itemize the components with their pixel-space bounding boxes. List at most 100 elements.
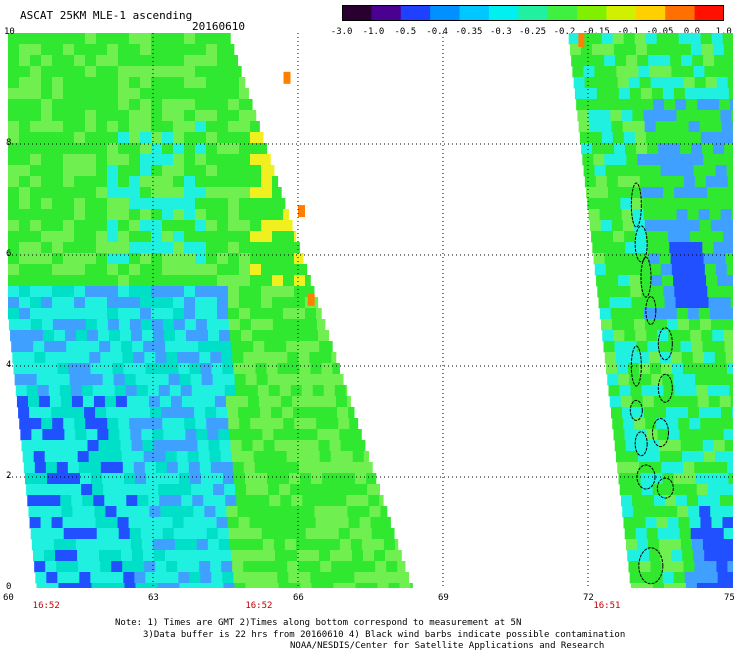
swath-cell [613, 231, 624, 242]
swath-cell [724, 44, 733, 55]
swath-cell [63, 517, 74, 528]
swath-cell [56, 561, 67, 572]
swath-cell [52, 517, 63, 528]
swath-cell [163, 429, 174, 440]
swath-cell [151, 154, 162, 165]
swath-cell [184, 418, 195, 429]
swath-cell [240, 429, 251, 440]
swath-cell [643, 110, 654, 121]
swath-cell [151, 418, 162, 429]
swath-cell [239, 308, 250, 319]
swath-cell [85, 253, 96, 264]
swath-cell [294, 297, 305, 308]
swath-cell [644, 506, 655, 517]
swath-cell [245, 473, 256, 484]
swath-cell [206, 253, 217, 264]
swath-cell [165, 341, 176, 352]
swath-cell [673, 77, 684, 88]
swath-cell [713, 143, 724, 154]
swath-cell [330, 341, 332, 352]
swath-cell [212, 473, 223, 484]
swath-cell [677, 506, 688, 517]
swath-cell [140, 88, 151, 99]
swath-cell [195, 77, 206, 88]
swath-cell [67, 451, 78, 462]
swath-cell [670, 55, 681, 66]
swath-cell [623, 319, 634, 330]
swath-cell [318, 539, 329, 550]
x-tick-label: 63 [148, 593, 159, 603]
swath-cell [671, 550, 682, 561]
swath-cell [79, 572, 90, 583]
swath-cell [663, 572, 674, 583]
swath-cell [675, 484, 686, 495]
swath-cell [366, 583, 377, 588]
swath-cell [633, 308, 644, 319]
swath-cell [253, 550, 264, 561]
swath-cell [19, 165, 30, 176]
swath-cell [203, 385, 214, 396]
swath-cell [301, 374, 312, 385]
swath-cell [695, 176, 706, 187]
swath-cell [85, 308, 96, 319]
swath-cell [19, 143, 30, 154]
swath-cell [615, 55, 626, 66]
swath-cell [276, 451, 287, 462]
swath-cell [34, 451, 45, 462]
swath-cell [140, 198, 151, 209]
swath-cell [726, 352, 733, 363]
swath-cell [30, 517, 41, 528]
swath-cell [239, 143, 250, 154]
map-plot[interactable] [8, 33, 733, 588]
swath-cell [51, 407, 62, 418]
swath-cell [162, 88, 173, 99]
swath-cell [310, 363, 321, 374]
swath-cell [151, 517, 162, 528]
swath-cell [630, 88, 641, 99]
swath-cell [250, 308, 261, 319]
swath-cell [228, 220, 239, 231]
swath-cell [647, 528, 658, 539]
swath-cell [654, 110, 665, 121]
swath-cell [100, 352, 111, 363]
swath-cell [301, 484, 312, 495]
swath-cell [718, 88, 729, 99]
swath-cell [197, 330, 208, 341]
swath-cell [352, 550, 363, 561]
swath-cell [184, 110, 195, 121]
swath-cell [81, 484, 92, 495]
swath-cell [184, 176, 195, 187]
swath-cell [377, 583, 388, 588]
swath-cell [715, 66, 726, 77]
swath-cell [52, 297, 63, 308]
swath-cell [210, 561, 221, 572]
swath-cell [284, 72, 291, 84]
swath-cell [72, 506, 83, 517]
swath-cell [173, 55, 184, 66]
swath-cell [618, 275, 629, 286]
swath-cell [395, 539, 398, 550]
swath-cell [184, 517, 195, 528]
swath-cell [71, 495, 82, 506]
swath-cell [162, 242, 173, 253]
swath-cell [261, 253, 272, 264]
swath-cell [272, 231, 283, 242]
swath-cell [275, 341, 286, 352]
swath-cell [679, 231, 690, 242]
swath-cell [703, 440, 714, 451]
swath-cell [217, 154, 228, 165]
swath-cell [692, 539, 703, 550]
swath-cell [685, 572, 696, 583]
swath-cell [614, 44, 625, 55]
swath-cell [9, 319, 20, 330]
swath-cell [136, 374, 147, 385]
swath-cell [728, 275, 733, 286]
swath-cell [272, 286, 283, 297]
swath-cell [19, 297, 30, 308]
swath-cell [177, 561, 188, 572]
swath-cell [41, 198, 52, 209]
swath-cell [66, 341, 77, 352]
swath-cell [589, 209, 600, 220]
swath-cell [228, 297, 239, 308]
swath-cell [679, 33, 690, 44]
